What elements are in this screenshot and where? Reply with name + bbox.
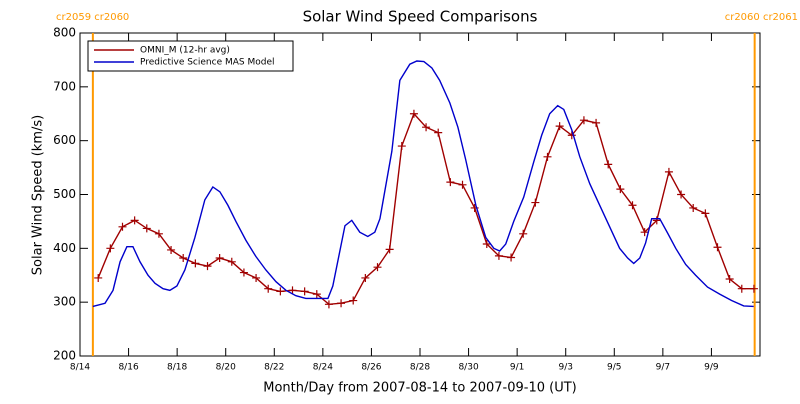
y-axis-label: Solar Wind Speed (km/s) xyxy=(31,115,46,275)
data-point xyxy=(239,268,248,277)
data-point xyxy=(264,284,273,293)
data-point xyxy=(373,263,382,272)
series-line xyxy=(92,60,754,308)
data-point xyxy=(106,244,115,253)
data-point xyxy=(725,275,734,284)
data-point xyxy=(434,128,443,137)
data-point xyxy=(94,273,103,282)
data-point xyxy=(531,198,540,207)
rotation-label: cr2059 cr2060 xyxy=(56,12,129,23)
data-point xyxy=(567,131,576,140)
y-tick-label: 400 xyxy=(53,241,76,255)
x-tick-label: 8/30 xyxy=(458,363,478,373)
x-tick-label: 8/28 xyxy=(410,363,430,373)
data-point xyxy=(677,190,686,199)
data-point xyxy=(689,203,698,212)
legend-label: Predictive Science MAS Model xyxy=(140,58,275,68)
x-tick-label: 8/18 xyxy=(167,363,187,373)
data-point xyxy=(519,229,528,238)
data-point xyxy=(252,273,261,282)
data-point xyxy=(324,300,333,309)
data-point xyxy=(215,254,224,263)
data-point xyxy=(701,209,710,218)
data-point xyxy=(203,262,212,271)
data-point xyxy=(446,178,455,187)
y-tick-label: 200 xyxy=(53,349,76,363)
data-point xyxy=(652,216,661,225)
x-tick-label: 8/26 xyxy=(361,363,381,373)
data-point xyxy=(179,254,188,263)
data-point xyxy=(507,253,516,262)
x-axis-label: Month/Day from 2007-08-14 to 2007-09-10 … xyxy=(263,381,576,396)
data-point xyxy=(312,290,321,299)
data-point xyxy=(640,228,649,237)
x-tick-label: 9/9 xyxy=(704,363,719,373)
data-point xyxy=(616,185,625,194)
y-tick-label: 800 xyxy=(53,26,76,40)
data-point xyxy=(385,245,394,254)
data-point xyxy=(167,245,176,254)
data-point xyxy=(361,273,370,282)
data-point xyxy=(604,160,613,169)
data-point xyxy=(494,251,503,260)
x-tick-label: 9/7 xyxy=(656,363,670,373)
x-tick-label: 8/16 xyxy=(118,363,138,373)
data-point xyxy=(337,299,346,308)
x-tick-label: 9/5 xyxy=(607,363,621,373)
y-tick-label: 600 xyxy=(53,133,76,147)
data-point xyxy=(628,201,637,210)
x-tick-label: 8/24 xyxy=(313,363,333,373)
data-point xyxy=(130,216,139,225)
data-point xyxy=(349,296,358,305)
data-point xyxy=(227,257,236,266)
chart-title: Solar Wind Speed Comparisons xyxy=(303,8,538,26)
data-point xyxy=(749,284,758,293)
y-tick-label: 500 xyxy=(53,187,76,201)
legend-box xyxy=(87,40,294,72)
x-tick-label: 9/3 xyxy=(558,363,572,373)
x-tick-label: 9/1 xyxy=(510,363,524,373)
data-point xyxy=(737,284,746,293)
data-point xyxy=(543,152,552,161)
data-point xyxy=(482,240,491,249)
rotation-label: cr2060 cr2061 xyxy=(725,12,798,23)
x-tick-label: 8/20 xyxy=(216,363,236,373)
data-point xyxy=(154,229,163,238)
data-point xyxy=(397,142,406,151)
data-point xyxy=(409,109,418,118)
data-point xyxy=(592,118,601,127)
data-point xyxy=(579,116,588,125)
data-point xyxy=(300,287,309,296)
data-point xyxy=(458,180,467,189)
y-tick-label: 300 xyxy=(53,295,76,309)
data-point xyxy=(191,259,200,268)
x-tick-label: 8/22 xyxy=(264,363,284,373)
data-point xyxy=(288,286,297,295)
data-point xyxy=(276,287,285,296)
data-point xyxy=(713,243,722,252)
y-tick-label: 700 xyxy=(53,79,76,93)
legend-label: OMNI_M (12-hr avg) xyxy=(140,46,230,56)
x-tick-label: 8/14 xyxy=(70,363,90,373)
data-point xyxy=(422,123,431,132)
data-point xyxy=(118,222,127,231)
data-point xyxy=(555,122,564,131)
data-point xyxy=(142,224,151,233)
data-point xyxy=(664,167,673,176)
